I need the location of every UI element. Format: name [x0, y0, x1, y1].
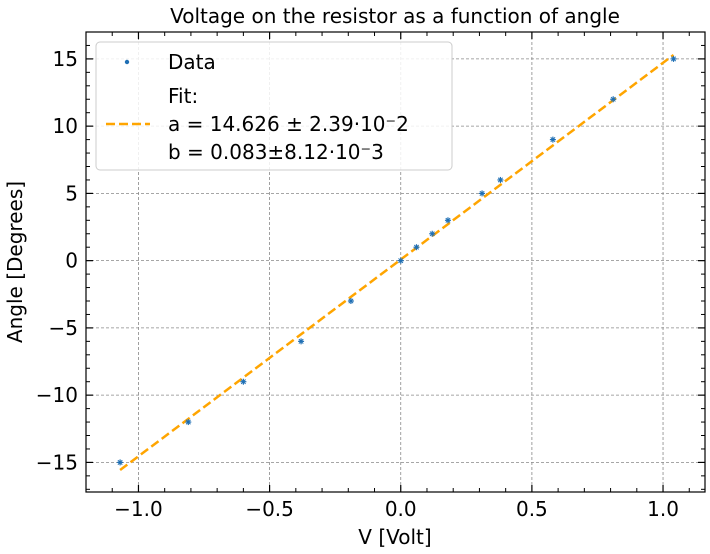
y-tick-label: −5	[49, 316, 78, 340]
tick-labels: −1.0 −0.5 0.0 0.5 1.0 −15 −10 −5 0 5 10 15	[36, 47, 679, 521]
data-point	[549, 136, 556, 143]
axis-ticks	[85, 31, 705, 492]
x-tick-label: −1.0	[114, 497, 163, 521]
x-tick-label: 0.5	[516, 497, 548, 521]
y-tick-label: 10	[53, 114, 78, 138]
data-point	[429, 230, 436, 237]
data-point	[479, 190, 486, 197]
data-point	[347, 298, 354, 305]
plot-area	[85, 31, 706, 493]
data-point	[185, 419, 192, 426]
legend-box	[95, 41, 453, 171]
data-point	[497, 176, 504, 183]
data-point	[240, 378, 247, 385]
legend-data-marker	[124, 59, 130, 65]
data-point	[413, 244, 420, 251]
x-tick-label: 0.0	[385, 497, 417, 521]
data-point	[444, 217, 451, 224]
x-tick-label: −0.5	[245, 497, 294, 521]
data-point	[610, 96, 617, 103]
fit-line	[119, 53, 675, 472]
y-tick-label: 15	[53, 47, 78, 71]
chart-title: Voltage on the resistor as a function of…	[170, 4, 620, 28]
y-axis-label: Angle [Degrees]	[3, 181, 27, 343]
legend-fit-label: Fit:	[168, 84, 198, 108]
y-tick-label: −10	[36, 383, 78, 407]
legend-data-label: Data	[168, 50, 216, 74]
y-tick-label: −15	[36, 450, 78, 474]
data-point	[298, 338, 305, 345]
y-tick-label: 0	[65, 249, 78, 273]
data-point	[670, 55, 677, 62]
data-point	[117, 459, 124, 466]
series-layer	[117, 53, 677, 472]
legend-fit-b: b = 0.083±8.12·10⁻3	[168, 140, 384, 164]
data-point	[397, 257, 404, 264]
legend-fit-a: a = 14.626 ± 2.39·10⁻2	[168, 112, 409, 136]
x-tick-label: 1.0	[647, 497, 679, 521]
x-axis-label: V [Volt]	[358, 525, 431, 549]
legend: Data Fit: a = 14.626 ± 2.39·10⁻2 b = 0.0…	[95, 41, 453, 171]
y-tick-label: 5	[65, 181, 78, 205]
